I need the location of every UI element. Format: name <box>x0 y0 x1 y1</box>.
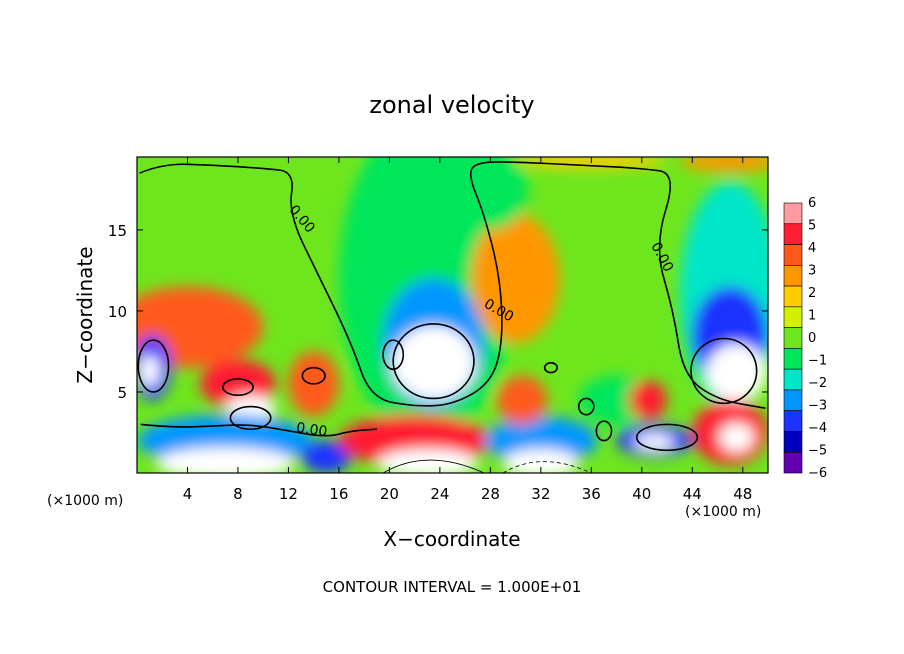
x-tick-label: 32 <box>531 485 550 503</box>
colorbar-swatch-8 <box>783 368 803 391</box>
field-blob-13 <box>139 354 160 388</box>
field-blob-27 <box>718 422 755 452</box>
colorbar-swatch-11 <box>783 431 803 453</box>
contour-line-0 <box>139 161 766 409</box>
contour-loop-3 <box>137 339 170 393</box>
contour-loop-10 <box>382 339 405 371</box>
contour-interval-note: CONTOUR INTERVAL = 1.000E+01 <box>323 578 582 596</box>
colorbar-swatch-5 <box>783 306 803 328</box>
field-blob-25 <box>634 434 675 451</box>
contour-thin-line <box>382 459 485 473</box>
colorbar-label-4: 2 <box>808 286 816 301</box>
colorbar-label-12: −6 <box>808 466 827 481</box>
x-tick-label: 36 <box>582 485 601 503</box>
field-blob-2 <box>391 325 476 401</box>
colorbar: 6 5 4 3 2 1 0 −1 −2 −3 −4 −5 −6 <box>783 196 827 481</box>
colorbar-label-7: −1 <box>808 354 827 369</box>
colorbar-label-3: 3 <box>808 264 816 279</box>
x-tick-label: 40 <box>632 485 651 503</box>
colorbar-swatch-1 <box>783 223 803 245</box>
x-tick-label: 16 <box>329 485 348 503</box>
x-tick-label: 4 <box>183 485 193 503</box>
heatmap-field <box>137 157 768 473</box>
contour-loop-9 <box>392 323 475 400</box>
y-tick-label: 15 <box>108 222 127 240</box>
field-blob-23 <box>629 380 668 420</box>
colorbar-swatch-4 <box>783 285 803 308</box>
chart-title: zonal velocity <box>369 91 534 119</box>
y-tick-label: 10 <box>108 303 127 321</box>
contour-loop-1 <box>222 378 254 397</box>
field-blob-19 <box>484 416 598 465</box>
field-blob-18 <box>376 448 478 473</box>
y-axis: 5 10 15 <box>108 222 768 402</box>
field-blob-15 <box>155 447 295 473</box>
contour-loop-5 <box>595 420 613 442</box>
colorbar-label-6: 0 <box>808 331 816 346</box>
colorbar-swatch-6 <box>783 327 803 349</box>
x-tick-label: 28 <box>481 485 500 503</box>
contour-loop-7 <box>635 423 699 452</box>
y-axis-label: Z−coordinate <box>73 246 97 383</box>
x-tick-label: 20 <box>380 485 399 503</box>
x-tick-label: 12 <box>279 485 298 503</box>
colorbar-swatch-0 <box>783 202 803 225</box>
colorbar-swatch-2 <box>783 244 803 266</box>
y-axis-unit: (×1000 m) <box>47 493 123 509</box>
field-blob-16 <box>301 440 352 473</box>
x-tick-label: 8 <box>233 485 243 503</box>
field-blob-8 <box>137 286 264 368</box>
x-tick-label: 24 <box>430 485 449 503</box>
x-axis-label: X−coordinate <box>383 527 520 551</box>
field-blob-11 <box>225 395 276 422</box>
contour-loop-6 <box>543 362 559 374</box>
field-blob-29 <box>679 157 768 172</box>
y-tick-label: 5 <box>117 384 127 402</box>
field-blob-3 <box>471 213 560 344</box>
contour-line-1 <box>140 423 377 437</box>
plot-area: 0.000.000.000.00 <box>137 157 768 473</box>
x-tick-label: 48 <box>733 485 752 503</box>
x-axis: 4 8 12 16 20 24 28 32 36 40 44 48 <box>183 157 752 503</box>
contour-dashed-line <box>502 461 592 473</box>
colorbar-label-5: 1 <box>808 309 816 324</box>
field-blob-21 <box>496 375 548 425</box>
colorbar-swatch-10 <box>783 410 803 432</box>
colorbar-label-8: −2 <box>808 376 827 391</box>
contour-label-3: 0.00 <box>295 420 328 440</box>
contour-loop-8 <box>690 337 758 405</box>
colorbar-label-2: 4 <box>808 241 816 256</box>
field-blob-20 <box>502 448 579 473</box>
contour-loop-2 <box>301 366 326 385</box>
colorbar-swatch-12 <box>783 451 803 474</box>
colorbar-label-0: 6 <box>808 196 816 211</box>
plot-frame <box>136 156 769 474</box>
colorbar-swatch-9 <box>783 389 803 411</box>
x-axis-unit: (×1000 m) <box>685 504 761 520</box>
x-tick-label: 44 <box>683 485 702 503</box>
field-blob-7 <box>706 343 767 402</box>
colorbar-swatch-7 <box>783 348 803 370</box>
colorbar-label-11: −5 <box>808 444 827 459</box>
contour-loop-0 <box>229 405 272 431</box>
colorbar-label-10: −4 <box>808 421 827 436</box>
colorbar-label-1: 5 <box>808 219 816 234</box>
contour-lines: 0.000.000.000.00 <box>137 161 766 473</box>
contour-loop-4 <box>577 397 595 416</box>
colorbar-label-9: −3 <box>808 399 827 414</box>
colorbar-swatch-3 <box>783 265 803 287</box>
